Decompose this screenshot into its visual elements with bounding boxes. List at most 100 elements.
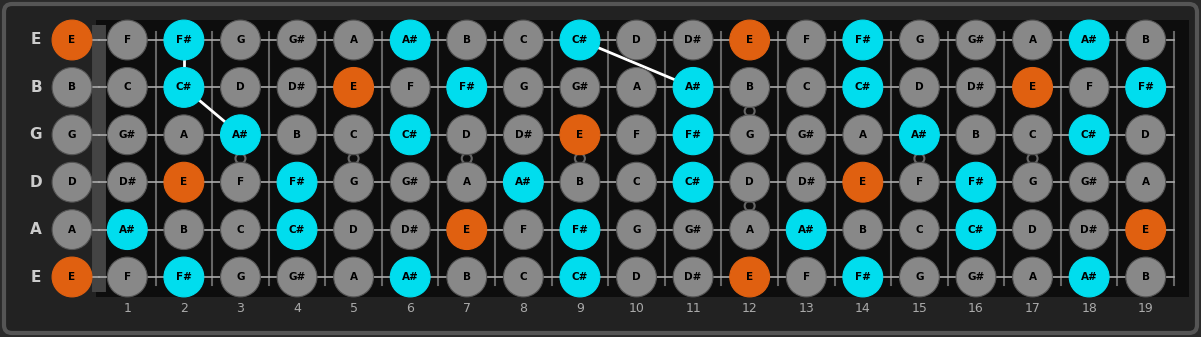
Circle shape [560,162,599,202]
Text: D: D [349,224,358,235]
Text: 18: 18 [1081,303,1097,315]
Circle shape [1069,20,1109,60]
Text: C: C [520,35,527,45]
Circle shape [560,20,599,60]
Circle shape [900,210,939,249]
Circle shape [447,257,486,297]
Circle shape [956,162,996,202]
Circle shape [221,20,261,60]
Circle shape [334,257,374,297]
Circle shape [843,210,883,249]
Text: F: F [802,272,809,282]
Text: C: C [520,272,527,282]
Circle shape [277,257,317,297]
Text: F#: F# [968,177,984,187]
Text: 6: 6 [406,303,414,315]
Text: D#: D# [401,224,419,235]
Text: C#: C# [968,224,984,235]
Text: D: D [237,83,245,92]
Text: A#: A# [797,224,814,235]
Text: A: A [180,130,187,140]
Circle shape [843,67,883,107]
Text: B: B [972,130,980,140]
Text: F: F [916,177,922,187]
Text: C#: C# [855,83,871,92]
Text: C: C [633,177,640,187]
Circle shape [956,115,996,155]
Circle shape [787,20,826,60]
Text: G: G [1028,177,1036,187]
Circle shape [277,162,317,202]
Circle shape [334,210,374,249]
Circle shape [221,257,261,297]
Circle shape [674,115,713,155]
Circle shape [730,67,770,107]
Text: 3: 3 [237,303,244,315]
Text: C: C [349,130,358,140]
Circle shape [616,67,657,107]
Circle shape [674,257,713,297]
Circle shape [334,67,374,107]
Text: G#: G# [119,130,136,140]
Circle shape [334,20,374,60]
Text: E: E [68,35,76,45]
Text: A#: A# [232,130,249,140]
Text: G: G [30,127,42,142]
Text: G#: G# [967,272,985,282]
Circle shape [107,67,148,107]
Text: F: F [124,35,131,45]
Text: B: B [293,130,301,140]
Text: E: E [31,32,41,48]
Text: F: F [520,224,527,235]
Text: F#: F# [175,35,192,45]
Text: D#: D# [797,177,815,187]
Text: F: F [237,177,244,187]
Text: F: F [1086,83,1093,92]
Text: C#: C# [685,177,701,187]
Circle shape [1125,67,1166,107]
Text: F#: F# [855,272,871,282]
Text: F#: F# [685,130,701,140]
Text: B: B [462,35,471,45]
Circle shape [560,67,599,107]
Text: A#: A# [1081,272,1098,282]
Circle shape [447,115,486,155]
Text: A: A [30,222,42,237]
Text: D: D [30,175,42,190]
Circle shape [1125,115,1166,155]
Text: G#: G# [401,177,419,187]
Text: A#: A# [402,35,419,45]
Circle shape [616,20,657,60]
Text: A: A [1142,177,1149,187]
Circle shape [503,210,543,249]
Circle shape [334,115,374,155]
Circle shape [503,67,543,107]
Circle shape [730,162,770,202]
Circle shape [1012,162,1052,202]
Text: 7: 7 [462,303,471,315]
Text: E: E [1142,224,1149,235]
Circle shape [674,67,713,107]
Text: E: E [68,272,76,282]
Circle shape [900,162,939,202]
Circle shape [900,257,939,297]
Circle shape [674,210,713,249]
Text: F#: F# [855,35,871,45]
Text: D#: D# [967,83,985,92]
Circle shape [447,20,486,60]
Circle shape [52,115,92,155]
Text: D#: D# [119,177,136,187]
Circle shape [956,257,996,297]
Circle shape [52,162,92,202]
Circle shape [503,20,543,60]
Text: 4: 4 [293,303,301,315]
Circle shape [1125,210,1166,249]
Circle shape [843,20,883,60]
Text: D: D [915,83,924,92]
Text: 19: 19 [1137,303,1154,315]
Circle shape [616,210,657,249]
Circle shape [221,115,261,155]
Circle shape [560,257,599,297]
Text: C#: C# [402,130,418,140]
Circle shape [730,115,770,155]
